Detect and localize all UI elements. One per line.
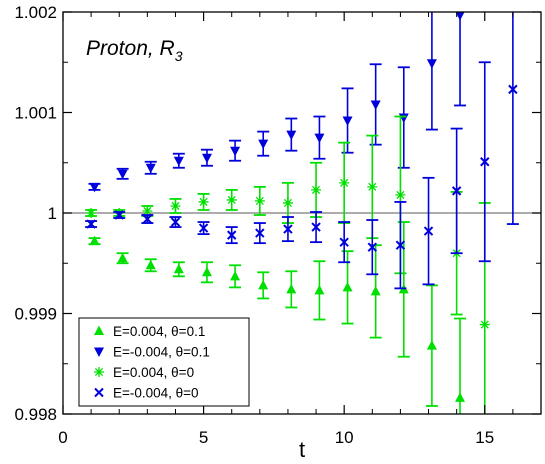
x-tick-label: 0: [58, 428, 67, 447]
legend: E=0.004, θ=0.1 E=-0.004, θ=0.1 E=0.004, θ=…: [78, 317, 250, 407]
data-point: [286, 130, 297, 141]
legend-marker: [94, 367, 104, 377]
data-point: [230, 270, 241, 281]
data-point: [367, 181, 378, 192]
data-point: [145, 259, 156, 270]
data-point: [370, 285, 381, 296]
data-point: [339, 237, 349, 247]
data-point: [367, 242, 378, 252]
data-point: [170, 200, 181, 211]
annotation-main: Proton, R: [86, 37, 175, 60]
legend-entry-label: E=0.004, θ=0.1: [113, 324, 205, 339]
series-2: [88, 12, 467, 193]
data-point: [311, 184, 322, 195]
annotation-subscript: 3: [175, 48, 183, 64]
legend-entry-label: E=-0.004, θ=0: [113, 386, 199, 401]
data-point: [86, 219, 96, 229]
data-point: [342, 281, 353, 292]
data-point: [426, 340, 437, 350]
data-point: [173, 156, 184, 167]
data-point: [258, 139, 269, 150]
data-point: [226, 230, 237, 240]
tick-layer: 0 5 10 15 0.998 0.999 1 1.001 1.002: [14, 3, 542, 447]
data-point: [282, 197, 293, 208]
y-tick-label: 0.998: [14, 405, 57, 424]
data-point: [201, 153, 212, 164]
series-1: [88, 221, 467, 414]
data-point: [339, 177, 350, 188]
data-point: [254, 195, 265, 206]
data-point: [258, 279, 269, 290]
data-point: [286, 283, 297, 294]
y-tick-label: 1: [48, 204, 57, 223]
data-point: [455, 392, 466, 402]
x-axis-label: t: [299, 437, 305, 462]
data-point: [142, 214, 153, 224]
legend-marker: [94, 347, 104, 357]
data-point: [230, 146, 241, 157]
data-point: [86, 208, 97, 218]
data-point: [89, 182, 100, 193]
data-point: [395, 189, 406, 200]
data-layer: [85, 12, 519, 414]
x-tick-label: 15: [475, 428, 494, 447]
data-point: [255, 228, 265, 238]
data-point: [173, 263, 184, 274]
series-4: [85, 12, 519, 290]
data-point: [314, 133, 325, 144]
legend-marker: [94, 325, 104, 335]
data-point: [145, 163, 156, 174]
data-point: [117, 252, 128, 263]
data-point: [426, 59, 437, 69]
data-point: [314, 284, 325, 295]
x-tick-label: 10: [335, 428, 354, 447]
data-point: [89, 235, 100, 246]
data-point: [198, 196, 209, 207]
y-tick-label: 0.999: [14, 305, 57, 324]
legend-marker: [94, 387, 104, 398]
chart-annotation: Proton, R3: [86, 37, 183, 64]
data-point: [342, 116, 353, 127]
data-point: [201, 266, 212, 277]
legend-box: [78, 317, 250, 407]
data-point: [423, 226, 434, 236]
data-point: [370, 100, 381, 110]
data-point: [395, 240, 406, 250]
x-tick-label: 5: [199, 428, 208, 447]
data-point: [479, 319, 490, 330]
data-point: [508, 84, 518, 95]
data-point: [283, 224, 293, 234]
data-point: [480, 157, 490, 167]
data-point: [142, 205, 153, 216]
data-point: [198, 223, 209, 233]
data-point: [451, 186, 462, 196]
legend-entry-label: E=0.004, θ=0: [113, 365, 194, 380]
data-point: [226, 194, 237, 205]
data-point: [455, 12, 465, 21]
data-point: [117, 169, 128, 180]
data-point: [311, 222, 321, 232]
data-point: [170, 217, 181, 227]
y-tick-label: 1.002: [14, 3, 57, 22]
data-point: [114, 210, 124, 220]
y-tick-label: 1.001: [14, 104, 57, 123]
legend-entry-label: E=-0.004, θ=0.1: [113, 345, 210, 360]
